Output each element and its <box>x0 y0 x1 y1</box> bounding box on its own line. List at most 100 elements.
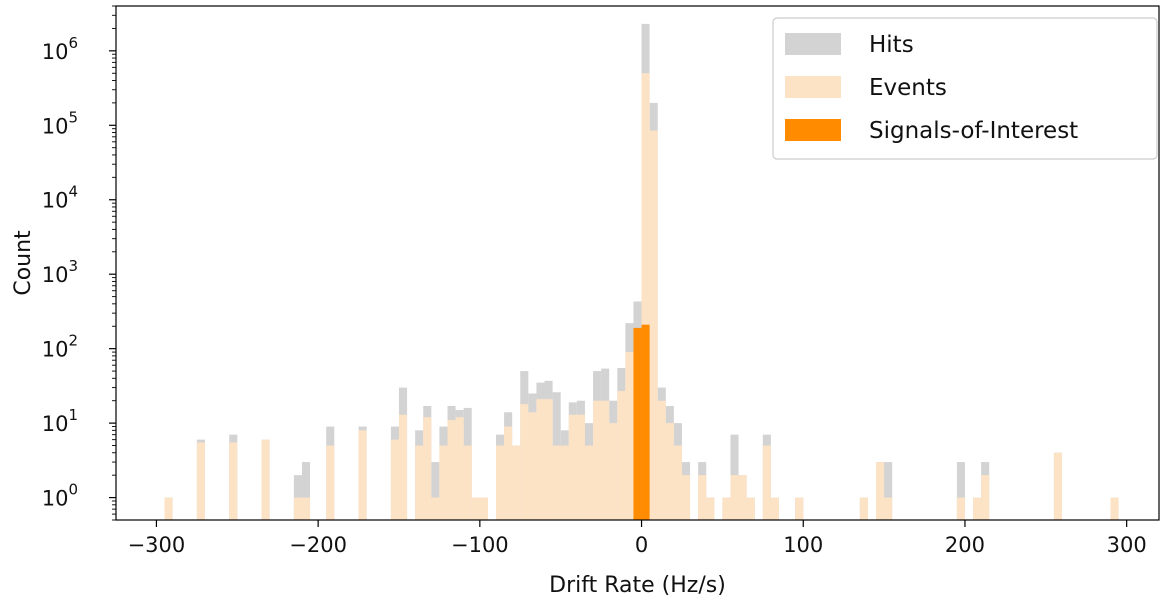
bars-layer <box>164 23 1119 521</box>
histogram-bar <box>876 462 885 520</box>
y-tick-exponent: 1 <box>68 406 78 424</box>
legend-label: Hits <box>869 32 914 58</box>
x-tick-label: 300 <box>1107 533 1147 557</box>
histogram-bar <box>544 399 553 520</box>
histogram-bar <box>1053 452 1062 520</box>
histogram-bar <box>439 445 448 520</box>
histogram-bar <box>665 423 674 520</box>
histogram-bar <box>568 414 577 520</box>
histogram-bar <box>576 414 585 520</box>
histogram-bar <box>415 445 424 520</box>
histogram-bar <box>560 445 569 520</box>
histogram-bar <box>673 445 682 520</box>
y-tick-exponent: 0 <box>68 481 78 499</box>
histogram-bar <box>633 327 642 520</box>
histogram-bar <box>770 497 779 520</box>
histogram-bar <box>431 497 440 520</box>
x-tick-label: 100 <box>783 533 823 557</box>
histogram-bar <box>528 412 537 520</box>
legend-label: Events <box>869 75 947 101</box>
y-tick-label: 101 <box>42 406 78 436</box>
histogram-bar <box>326 445 335 520</box>
y-tick-label: 100 <box>42 481 78 511</box>
histogram-bar <box>584 445 594 520</box>
legend-box <box>772 17 1158 160</box>
histogram-bar <box>455 417 464 520</box>
histogram-bar <box>722 497 731 520</box>
histogram-bar <box>859 497 868 520</box>
histogram-bar <box>641 73 650 521</box>
histogram-bar <box>398 414 408 520</box>
histogram-bar <box>738 475 747 520</box>
histogram-bar <box>641 324 650 520</box>
histogram-bar <box>520 404 529 520</box>
x-axis-label: Drift Rate (Hz/s) <box>549 573 726 598</box>
histogram-bar <box>657 400 666 520</box>
histogram-bar <box>884 462 893 520</box>
y-tick-label: 104 <box>42 183 78 213</box>
y-tick-exponent: 3 <box>68 257 78 275</box>
histogram-bar <box>301 462 311 520</box>
legend-swatch <box>785 76 841 98</box>
y-tick-label: 102 <box>42 332 78 362</box>
x-tick-label: 200 <box>945 533 985 557</box>
y-axis-label: Count <box>11 230 36 296</box>
y-tick-label: 103 <box>42 257 78 287</box>
legend-label: Signals-of-Interest <box>869 118 1078 144</box>
histogram-bar <box>593 400 602 520</box>
histogram-bar <box>681 475 691 520</box>
histogram-bar <box>471 497 480 520</box>
plot-frame <box>115 5 1160 521</box>
histogram-bar <box>956 497 965 520</box>
histogram-bar <box>981 475 990 520</box>
histogram-bar <box>762 445 771 520</box>
histogram-bar <box>746 497 755 520</box>
histogram-bar <box>536 399 545 520</box>
legend-swatch <box>785 119 841 141</box>
axes-layer: −300 −200 −100 0 100 200 300100101102103104105… <box>42 5 1160 557</box>
histogram-bar <box>447 420 456 520</box>
x-tick-label: −200 <box>289 533 347 557</box>
x-tick-label: 0 <box>635 533 648 557</box>
histogram-bar <box>730 475 739 520</box>
y-tick-exponent: 2 <box>68 332 78 350</box>
histogram-bar <box>431 462 440 520</box>
histogram-bar <box>973 497 982 520</box>
legend-swatch <box>785 33 841 55</box>
y-tick-label: 105 <box>42 108 78 138</box>
histogram-bar <box>293 497 302 520</box>
histogram-bar <box>698 475 707 520</box>
histogram-bar <box>649 130 658 520</box>
histogram-bar <box>358 430 367 520</box>
histogram-bar <box>164 497 173 520</box>
histogram-bar <box>617 391 626 520</box>
histogram-bar <box>229 442 238 520</box>
histogram-bar <box>390 439 399 520</box>
histogram-bar <box>625 352 634 520</box>
histogram-bar <box>552 445 561 520</box>
histogram-bar <box>196 442 205 520</box>
series-events <box>164 73 1119 521</box>
histogram-bar <box>496 445 505 520</box>
histogram-bar <box>423 417 432 520</box>
y-tick-exponent: 6 <box>68 34 78 52</box>
y-tick-exponent: 5 <box>68 108 78 126</box>
histogram-bar <box>609 423 618 520</box>
histogram-bar <box>1110 497 1119 520</box>
histogram-bar <box>479 497 488 520</box>
histogram-bar <box>512 445 521 520</box>
histogram-bar <box>795 497 804 520</box>
y-tick-label: 106 <box>42 34 78 64</box>
histogram-bar <box>601 400 610 520</box>
x-tick-label: −300 <box>128 533 186 557</box>
y-tick-exponent: 4 <box>68 183 78 201</box>
histogram-bar <box>884 497 893 520</box>
x-tick-label: −100 <box>451 533 509 557</box>
series-signals-of-interest <box>633 324 650 520</box>
histogram-bar <box>956 462 965 520</box>
histogram-bar <box>706 497 715 520</box>
legend: Hits Events Signals-of-Interest <box>772 17 1158 160</box>
histogram-bar <box>261 439 270 520</box>
